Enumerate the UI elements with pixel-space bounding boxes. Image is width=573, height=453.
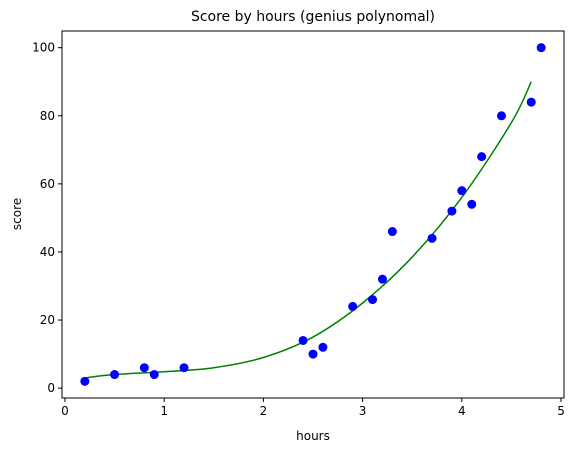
data-point: [536, 43, 546, 53]
x-tick-label: 4: [458, 404, 466, 418]
x-tick-label: 2: [260, 404, 268, 418]
data-point: [427, 233, 437, 243]
x-axis: 0 1 2 3 4 5: [61, 398, 565, 418]
data-point: [308, 349, 318, 359]
y-axis-label: score: [10, 198, 24, 230]
x-tick-label: 1: [160, 404, 168, 418]
x-tick-label: 5: [557, 404, 565, 418]
data-point: [80, 376, 90, 386]
plot-frame: [61, 30, 565, 399]
y-tick-label: 100: [32, 41, 55, 55]
x-tick-label: 0: [61, 404, 69, 418]
y-tick-label: 80: [40, 109, 55, 123]
data-point: [477, 152, 487, 162]
data-point: [467, 199, 477, 209]
data-point: [526, 97, 536, 107]
data-point: [298, 335, 308, 345]
x-axis-label: hours: [296, 429, 330, 443]
data-point: [457, 186, 467, 196]
y-tick-label: 40: [40, 245, 55, 259]
data-point: [387, 227, 397, 237]
points-layer: [80, 43, 546, 386]
data-point: [377, 274, 387, 284]
x-tick-label: 3: [359, 404, 367, 418]
plot-area: [61, 30, 565, 399]
y-tick-label: 20: [40, 313, 55, 327]
data-point: [348, 301, 358, 311]
data-point: [179, 363, 189, 373]
data-point: [318, 342, 328, 352]
data-point: [368, 295, 378, 305]
data-point: [149, 370, 159, 380]
y-axis: 0 20 40 60 80 100: [32, 41, 62, 395]
data-point: [447, 206, 457, 216]
y-tick-label: 60: [40, 177, 55, 191]
chart-title: Score by hours (genius polynomal): [191, 9, 435, 25]
data-point: [139, 363, 149, 373]
data-point: [496, 111, 506, 121]
y-tick-label: 0: [47, 381, 55, 395]
data-point: [110, 370, 120, 380]
